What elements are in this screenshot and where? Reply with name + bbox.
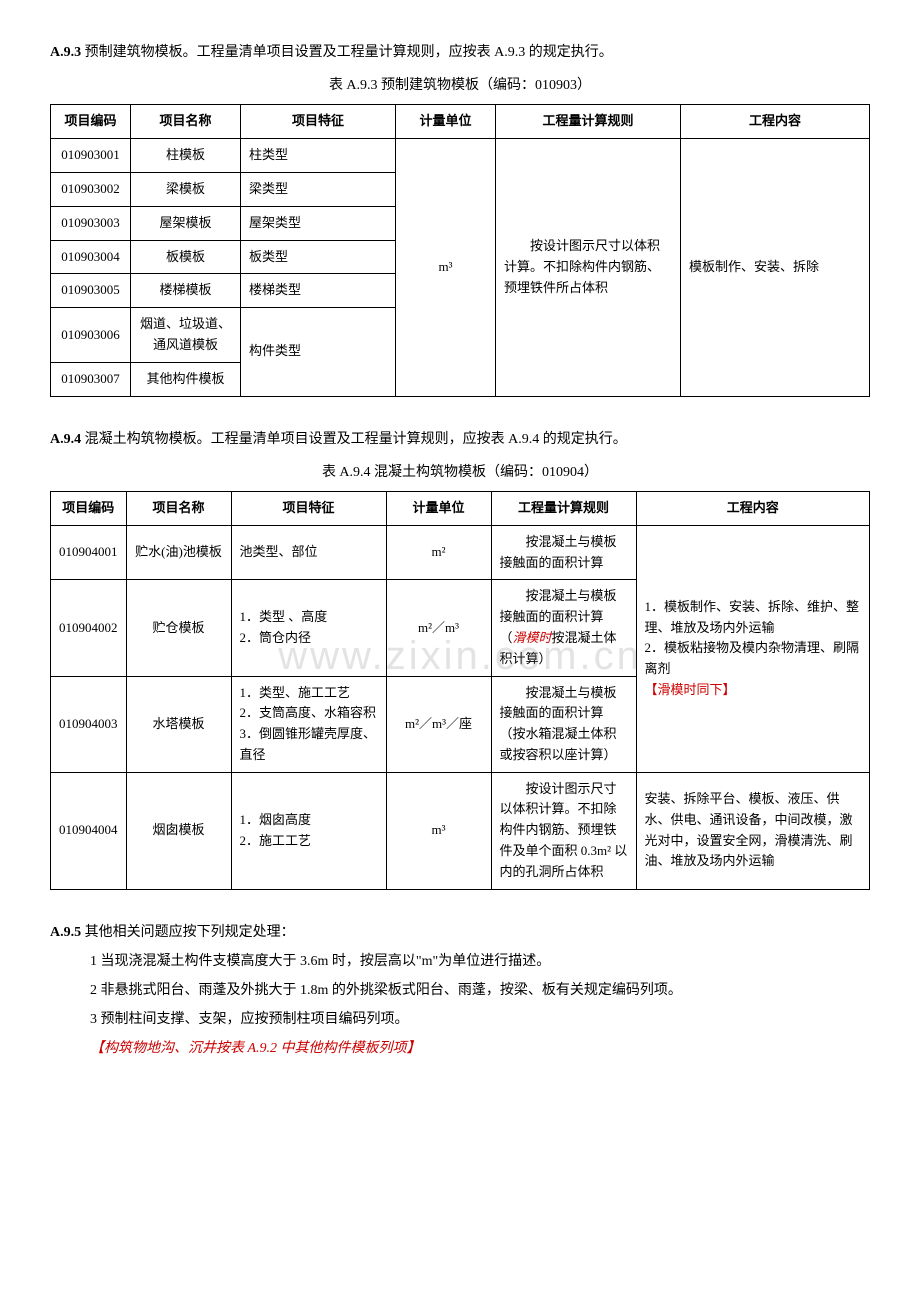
table-a94: 项目编码 项目名称 项目特征 计量单位 工程量计算规则 工程内容 0109040… xyxy=(50,491,870,890)
cell-name: 烟道、垃圾道、通风道模板 xyxy=(131,308,241,363)
cell-feature: 池类型、部位 xyxy=(231,525,386,580)
cell-name: 其他构件模板 xyxy=(131,362,241,396)
cell-code: 010903004 xyxy=(51,240,131,274)
cell-name: 贮仓模板 xyxy=(126,580,231,676)
th-content: 工程内容 xyxy=(681,105,870,139)
cell-name: 水塔模板 xyxy=(126,676,231,772)
table-a93: 项目编码 项目名称 项目特征 计量单位 工程量计算规则 工程内容 0109030… xyxy=(50,104,870,396)
cell-rule: 按设计图示尺寸以体积计算。不扣除构件内钢筋、预埋铁件及单个面积 0.3m² 以内… xyxy=(491,772,636,889)
cell-code: 010904002 xyxy=(51,580,127,676)
section-a94-header: A.9.4 混凝土构筑物模板。工程量清单项目设置及工程量计算规则，应按表 A.9… xyxy=(50,427,870,452)
th-rule: 工程量计算规则 xyxy=(491,491,636,525)
cell-code: 010903006 xyxy=(51,308,131,363)
cell-feature: 构件类型 xyxy=(241,308,396,396)
table-a93-header-row: 项目编码 项目名称 项目特征 计量单位 工程量计算规则 工程内容 xyxy=(51,105,870,139)
th-feature: 项目特征 xyxy=(231,491,386,525)
section-a95-heading-text: 其他相关问题应按下列规定处理： xyxy=(85,925,295,940)
section-a94-text: 混凝土构筑物模板。工程量清单项目设置及工程量计算规则，应按表 A.9.4 的规定… xyxy=(85,432,627,447)
ref-item-4: 【构筑物地沟、沉井按表 A.9.2 中其他构件模板列项】 xyxy=(90,1036,870,1061)
ref-item-1: 1 当现浇混凝土构件支模高度大于 3.6m 时，按层高以"m"为单位进行描述。 xyxy=(90,949,870,974)
th-unit: 计量单位 xyxy=(386,491,491,525)
th-feature: 项目特征 xyxy=(241,105,396,139)
ref-item-3: 3 预制柱间支撑、支架，应按预制柱项目编码列项。 xyxy=(90,1007,870,1032)
cell-code: 010903002 xyxy=(51,172,131,206)
th-rule: 工程量计算规则 xyxy=(496,105,681,139)
cell-content-merged: 1．模板制作、安装、拆除、维护、整理、堆放及场内外运输2．模板粘接物及模内杂物清… xyxy=(636,525,870,772)
cell-rule: 按混凝土与模板接触面的面积计算 xyxy=(491,525,636,580)
cell-name: 板模板 xyxy=(131,240,241,274)
th-code: 项目编码 xyxy=(51,105,131,139)
cell-feature: 1．类型 、高度2．筒仓内径 xyxy=(231,580,386,676)
table-a94-header-row: 项目编码 项目名称 项目特征 计量单位 工程量计算规则 工程内容 xyxy=(51,491,870,525)
cell-code: 010903007 xyxy=(51,362,131,396)
table-a94-title: 表 A.9.4 混凝土构筑物模板（编码：010904） xyxy=(50,460,870,485)
cell-feature: 板类型 xyxy=(241,240,396,274)
th-code: 项目编码 xyxy=(51,491,127,525)
cell-feature: 屋架类型 xyxy=(241,206,396,240)
th-content: 工程内容 xyxy=(636,491,870,525)
cell-feature: 楼梯类型 xyxy=(241,274,396,308)
section-a93-header: A.9.3 预制建筑物模板。工程量清单项目设置及工程量计算规则，应按表 A.9.… xyxy=(50,40,870,65)
cell-name: 屋架模板 xyxy=(131,206,241,240)
section-a95-prefix: A.9.5 xyxy=(50,925,81,940)
cell-content-merged: 模板制作、安装、拆除 xyxy=(681,139,870,396)
cell-code: 010904003 xyxy=(51,676,127,772)
cell-code: 010904004 xyxy=(51,772,127,889)
cell-unit: m²／m³／座 xyxy=(386,676,491,772)
cell-feature: 1．类型、施工工艺2．支筒高度、水箱容积3．倒圆锥形罐壳厚度、直径 xyxy=(231,676,386,772)
cell-feature: 梁类型 xyxy=(241,172,396,206)
cell-feature: 1．烟囱高度2．施工工艺 xyxy=(231,772,386,889)
cell-unit: m³ xyxy=(386,772,491,889)
th-name: 项目名称 xyxy=(131,105,241,139)
cell-feature: 柱类型 xyxy=(241,139,396,173)
table-row: 010903001 柱模板 柱类型 m³ 按设计图示尺寸以体积计算。不扣除构件内… xyxy=(51,139,870,173)
section-a95: A.9.5 其他相关问题应按下列规定处理： 1 当现浇混凝土构件支模高度大于 3… xyxy=(50,920,870,1062)
cell-name: 贮水(油)池模板 xyxy=(126,525,231,580)
cell-unit-merged: m³ xyxy=(396,139,496,396)
ref-item-2: 2 非悬挑式阳台、雨蓬及外挑大于 1.8m 的外挑梁板式阳台、雨蓬，按梁、板有关… xyxy=(90,978,870,1003)
cell-code: 010903003 xyxy=(51,206,131,240)
cell-rule-merged: 按设计图示尺寸以体积计算。不扣除构件内钢筋、预埋铁件所占体积 xyxy=(496,139,681,396)
cell-rule: 按混凝土与模板接触面的面积计算（滑模时按混凝土体积计算） xyxy=(491,580,636,676)
section-a93-prefix: A.9.3 xyxy=(50,45,81,60)
cell-rule: 按混凝土与模板接触面的面积计算（按水箱混凝土体积或按容积以座计算） xyxy=(491,676,636,772)
cell-code: 010903005 xyxy=(51,274,131,308)
table-row: 010904004 烟囱模板 1．烟囱高度2．施工工艺 m³ 按设计图示尺寸以体… xyxy=(51,772,870,889)
section-a94-prefix: A.9.4 xyxy=(50,432,81,447)
cell-unit: m² xyxy=(386,525,491,580)
cell-name: 烟囱模板 xyxy=(126,772,231,889)
cell-content: 安装、拆除平台、模板、液压、供水、供电、通讯设备，中间改模，激光对中，设置安全网… xyxy=(636,772,870,889)
cell-unit: m²／m³ xyxy=(386,580,491,676)
cell-code: 010903001 xyxy=(51,139,131,173)
section-a95-heading: A.9.5 其他相关问题应按下列规定处理： xyxy=(50,920,870,945)
cell-name: 楼梯模板 xyxy=(131,274,241,308)
table-a93-title: 表 A.9.3 预制建筑物模板（编码：010903） xyxy=(50,73,870,98)
th-name: 项目名称 xyxy=(126,491,231,525)
cell-name: 梁模板 xyxy=(131,172,241,206)
table-row: 010904001 贮水(油)池模板 池类型、部位 m² 按混凝土与模板接触面的… xyxy=(51,525,870,580)
cell-name: 柱模板 xyxy=(131,139,241,173)
cell-code: 010904001 xyxy=(51,525,127,580)
th-unit: 计量单位 xyxy=(396,105,496,139)
section-a93-text: 预制建筑物模板。工程量清单项目设置及工程量计算规则，应按表 A.9.3 的规定执… xyxy=(85,45,613,60)
